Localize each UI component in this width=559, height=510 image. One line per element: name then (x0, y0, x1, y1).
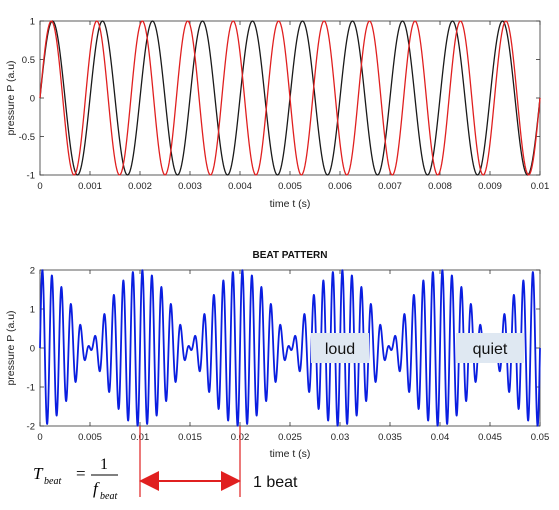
bottom-chart: BEAT PATTERN 210-1-2 0 0.005 0.01 0.015 0.02… (5, 250, 549, 460)
annotation-box-loud (311, 333, 369, 363)
top-y-ticks: 1 0.5 0 -0.5 -1 (19, 17, 540, 182)
top-series-group (39, 20, 541, 176)
beat-label: 1 beat (253, 474, 298, 491)
top-y-tick-label: 0 (30, 94, 35, 105)
top-x-axis-label: time t (s) (270, 198, 311, 210)
top-x-tick-label: 0.009 (478, 181, 502, 192)
formula-denominator: f (93, 479, 100, 498)
top-y-tick-label: -1 (27, 171, 35, 182)
bottom-series-group (39, 269, 541, 427)
top-x-tick-label: 0.006 (328, 181, 352, 192)
formula-lhs-subscript: beat (44, 476, 61, 487)
top-chart: 1 0.5 0 -0.5 -1 0 0.001 0.002 0.003 0.004 0.005 0.… (5, 17, 549, 211)
top-x-tick-label: 0.01 (531, 181, 550, 192)
formula-equals: = (76, 464, 86, 483)
top-y-tick-label: -0.5 (19, 132, 35, 143)
formula-lhs: T (33, 464, 44, 483)
bottom-x-tick-label: 0.025 (278, 432, 302, 443)
bottom-x-tick-label: 0.04 (431, 432, 450, 443)
bottom-y-tick-label: 2 (30, 266, 35, 277)
annotation-quiet: quiet (473, 341, 508, 358)
beat-period-formula: T beat = 1 f beat (33, 456, 118, 502)
top-y-tick-label: 0.5 (22, 55, 35, 66)
bottom-x-tick-label: 0.045 (478, 432, 502, 443)
top-x-tick-label: 0.005 (278, 181, 302, 192)
top-x-tick-label: 0.004 (228, 181, 252, 192)
bottom-y-tick-label: -2 (27, 422, 35, 433)
bottom-x-tick-label: 0.015 (178, 432, 202, 443)
bottom-x-tick-label: 0.005 (78, 432, 102, 443)
annotation-loud: loud (325, 341, 355, 358)
bottom-y-tick-label: 1 (30, 305, 35, 316)
bottom-x-tick-label: 0.03 (331, 432, 350, 443)
bottom-y-axis-label: pressure P (a.u) (5, 310, 17, 385)
bottom-series-line-1 (39, 269, 541, 427)
bottom-y-tick-label: -1 (27, 383, 35, 394)
bottom-y-tick-label: 0 (30, 344, 35, 355)
annotation-box-quiet (456, 333, 524, 363)
top-x-tick-label: 0.002 (128, 181, 152, 192)
top-series-line-2 (39, 20, 541, 176)
bottom-chart-title: BEAT PATTERN (253, 250, 328, 261)
beat-period-marker (139, 426, 241, 497)
bottom-annotations: loud quiet (311, 333, 524, 363)
bottom-x-tick-label: 0.05 (531, 432, 550, 443)
formula-numerator: 1 (100, 456, 108, 473)
bottom-x-axis-label: time t (s) (270, 448, 311, 460)
top-x-ticks: 0 0.001 0.002 0.003 0.004 0.005 0.006 0.007 0.00… (37, 21, 549, 192)
top-x-tick-label: 0 (37, 181, 42, 192)
bottom-x-tick-label: 0 (37, 432, 42, 443)
top-x-tick-label: 0.003 (178, 181, 202, 192)
bottom-x-tick-label: 0.035 (378, 432, 402, 443)
top-x-tick-label: 0.008 (428, 181, 452, 192)
formula-denominator-subscript: beat (100, 491, 117, 502)
top-y-axis-label: pressure P (a.u) (5, 60, 17, 135)
top-x-tick-label: 0.007 (378, 181, 402, 192)
top-y-tick-label: 1 (30, 17, 35, 28)
top-x-tick-label: 0.001 (78, 181, 102, 192)
